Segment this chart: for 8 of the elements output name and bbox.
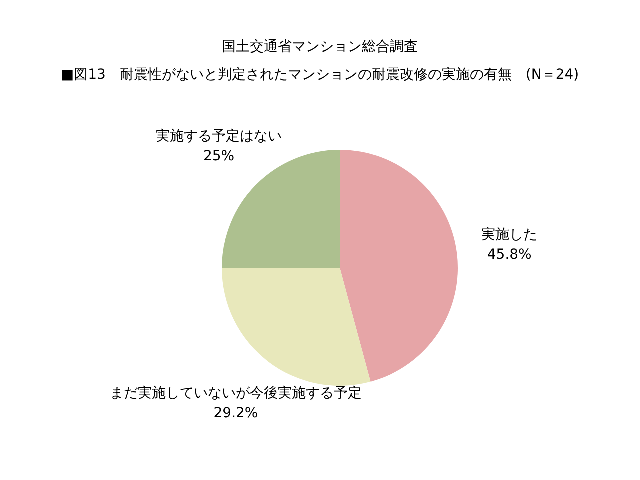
data-label: 25% xyxy=(203,148,235,165)
chart-subtitle: ■図13 耐震性がないと判定されたマンションの耐震改修の実施の有無 (N＝24) xyxy=(60,66,580,84)
slice-label: まだ実施していないが今後実施する予定 xyxy=(110,385,362,402)
slice-label: 実施する予定はない xyxy=(156,128,282,145)
chart-title: 国土交通省マンション総合調査 xyxy=(221,38,419,56)
data-label: 45.8% xyxy=(487,247,532,264)
data-label: 29.2% xyxy=(214,405,258,422)
slice-label: 実施した xyxy=(482,227,538,244)
